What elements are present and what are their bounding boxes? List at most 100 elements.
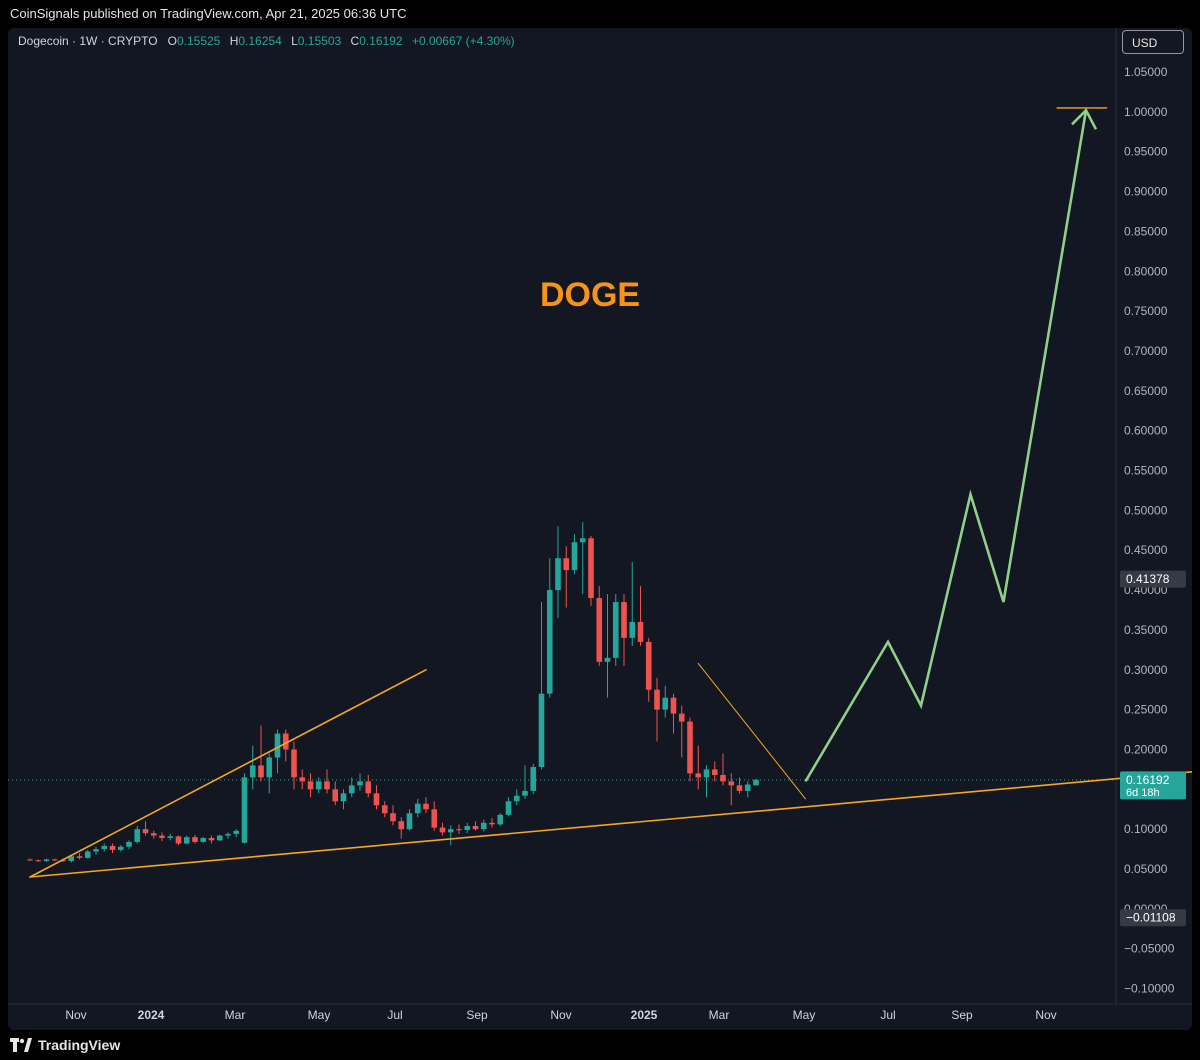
candle-body xyxy=(68,856,75,862)
candle-body xyxy=(472,825,479,830)
candle-body xyxy=(126,841,132,847)
chart-frame: 1.05000 1.00000 0.95000 0.90000 0.85000 0.800… xyxy=(8,28,1192,1030)
candle-body xyxy=(117,846,124,850)
candle-body xyxy=(711,769,718,775)
y-tick-label: 0.05000 xyxy=(1124,862,1168,876)
candle-body xyxy=(150,833,157,836)
price-badge-value: 0.16192 xyxy=(1126,773,1170,787)
candle-body xyxy=(480,822,487,830)
candle-body xyxy=(60,860,66,862)
candle-body xyxy=(167,836,174,838)
x-tick-label: Nov xyxy=(1035,1008,1056,1022)
candle-body xyxy=(728,781,735,786)
change-value: +0.00667 (+4.30%) xyxy=(411,34,515,48)
footer-bar: TradingView xyxy=(0,1030,1200,1060)
candle-body xyxy=(563,558,570,571)
candle-body xyxy=(720,774,726,782)
candle-body xyxy=(456,829,462,831)
candle-body xyxy=(588,538,594,599)
candle-body xyxy=(291,749,297,778)
candle-body xyxy=(51,859,58,861)
candle-body xyxy=(192,837,198,842)
close-value: 0.16192 xyxy=(359,34,403,48)
y-tick-label: 0.10000 xyxy=(1124,822,1168,836)
candle-body xyxy=(406,813,413,830)
candle-body xyxy=(340,793,347,802)
x-tick-label: Jul xyxy=(387,1008,402,1022)
x-tick-label: Sep xyxy=(466,1008,488,1022)
symbol-legend: Dogecoin · 1W · CRYPTO O0.15525 H0.16254… xyxy=(18,34,521,48)
candle-body xyxy=(357,781,363,786)
candle-body xyxy=(736,785,743,791)
candle-body xyxy=(645,641,652,690)
candle-body xyxy=(365,781,372,794)
candle-body xyxy=(84,851,91,858)
open-value: 0.15525 xyxy=(176,34,221,48)
short-downtrend-line xyxy=(697,662,806,800)
candle-body xyxy=(571,542,578,571)
candle-body xyxy=(703,769,710,778)
candle-body xyxy=(225,833,231,836)
x-tick-label: Jul xyxy=(880,1008,895,1022)
x-tick-label: May xyxy=(308,1008,331,1022)
candle-body xyxy=(464,825,471,830)
y-tick-label: 0.45000 xyxy=(1124,543,1168,557)
candle-body xyxy=(200,837,207,842)
candle-body xyxy=(546,590,553,694)
candle-body xyxy=(744,784,751,791)
y-tick-label: 0.90000 xyxy=(1124,185,1168,199)
candle-body xyxy=(183,837,190,844)
candle-body xyxy=(687,721,693,774)
y-tick-label: 0.95000 xyxy=(1124,145,1168,159)
candle-body xyxy=(35,860,42,862)
candle-body xyxy=(678,713,685,722)
candle-body xyxy=(753,779,759,786)
candle-body xyxy=(101,845,108,850)
candle-body xyxy=(629,621,636,638)
candle-body xyxy=(522,790,528,796)
candle-body xyxy=(76,856,83,858)
candle-body xyxy=(348,785,355,794)
candle-body xyxy=(579,538,586,543)
candle-body xyxy=(530,767,537,791)
candle-body xyxy=(637,621,644,642)
price-badge-value: 0.41378 xyxy=(1126,572,1170,586)
candle-body xyxy=(266,757,273,778)
x-tick-label: Sep xyxy=(951,1008,973,1022)
candle-body xyxy=(439,827,446,833)
candle-body xyxy=(431,809,438,828)
candle-body xyxy=(332,789,339,802)
low-label: L xyxy=(291,34,298,48)
candle-body xyxy=(612,602,619,658)
y-tick-label: 0.35000 xyxy=(1124,623,1168,637)
candle-body xyxy=(134,829,141,842)
y-tick-label: 0.70000 xyxy=(1124,344,1168,358)
y-tick-label: 0.50000 xyxy=(1124,503,1168,517)
candle-body xyxy=(423,803,429,810)
candle-body xyxy=(381,805,388,814)
y-tick-label: 0.60000 xyxy=(1124,424,1168,438)
low-value: 0.15503 xyxy=(297,34,342,48)
currency-button[interactable]: USD xyxy=(1122,30,1184,54)
candle-body xyxy=(555,558,561,591)
price-badge-value: −0.01108 xyxy=(1126,911,1176,925)
price-badge xyxy=(1120,771,1186,800)
y-tick-label: 0.75000 xyxy=(1124,304,1168,318)
price-badge xyxy=(1120,909,1186,927)
candle-body xyxy=(447,829,454,833)
x-tick-label: 2024 xyxy=(138,1008,165,1022)
x-tick-label: Nov xyxy=(550,1008,571,1022)
y-tick-label: 1.00000 xyxy=(1124,105,1168,119)
candle-body xyxy=(505,801,512,815)
candle-body xyxy=(299,777,306,782)
price-chart[interactable]: 1.05000 1.00000 0.95000 0.90000 0.85000 0.800… xyxy=(8,28,1192,1030)
candle-body xyxy=(398,821,405,830)
price-badge-countdown: 6d 18h xyxy=(1126,787,1160,799)
candle-body xyxy=(307,781,314,790)
candle-body xyxy=(249,765,256,778)
candle-body xyxy=(258,765,264,778)
candle-body xyxy=(208,837,215,841)
projection-path xyxy=(804,110,1088,783)
candle-body xyxy=(654,689,660,710)
candle-body xyxy=(414,803,421,814)
